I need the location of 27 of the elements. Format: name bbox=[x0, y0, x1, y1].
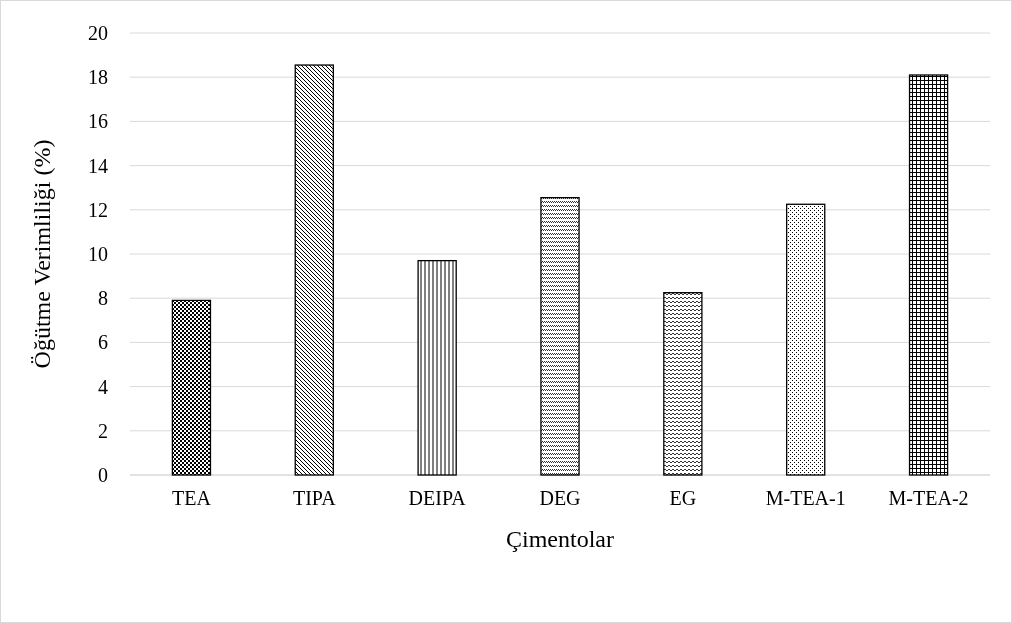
bar bbox=[786, 203, 826, 476]
bar bbox=[294, 64, 334, 476]
bar bbox=[540, 197, 580, 476]
y-tick-label: 18 bbox=[88, 66, 108, 89]
x-tick-label: EG bbox=[669, 487, 697, 509]
y-tick-label: 20 bbox=[88, 22, 108, 44]
y-tick-label: 6 bbox=[98, 331, 108, 354]
bar bbox=[663, 292, 703, 476]
bar bbox=[908, 74, 949, 476]
y-tick-label: 10 bbox=[88, 243, 108, 265]
x-tick-label: DEIPA bbox=[408, 487, 467, 509]
y-axis-title: Öğütme Verimliliği (%) bbox=[29, 139, 55, 369]
x-tick-label: TEA bbox=[171, 487, 212, 509]
y-tick-label: 12 bbox=[88, 198, 108, 221]
y-tick-label: 16 bbox=[88, 110, 108, 133]
bar bbox=[417, 259, 457, 476]
x-tick-label: M-TEA-2 bbox=[888, 487, 969, 509]
bar bbox=[171, 299, 212, 476]
y-tick-label: 4 bbox=[98, 375, 108, 398]
x-tick-label: DEG bbox=[539, 487, 581, 509]
y-tick-label: 14 bbox=[88, 154, 108, 177]
x-tick-label: M-TEA-1 bbox=[765, 487, 846, 509]
x-axis-title: Çimentolar bbox=[506, 526, 614, 552]
y-tick-label: 2 bbox=[98, 419, 108, 442]
y-tick-label: 0 bbox=[98, 464, 108, 486]
y-tick-label: 8 bbox=[98, 287, 108, 310]
x-tick-label: TIPA bbox=[292, 487, 337, 509]
